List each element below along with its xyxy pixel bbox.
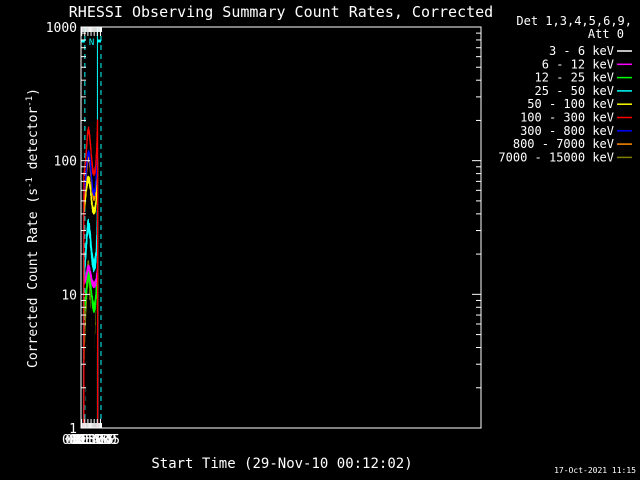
x-tick-label: 01:45 (81, 433, 120, 448)
legend-label: 25 - 50 keV (535, 84, 614, 98)
y-tick-label: 1 (69, 422, 77, 437)
legend-label: 100 - 300 keV (520, 111, 614, 125)
y-axis-label: Corrected Count Rate (s-1 detector-1) (25, 88, 41, 368)
series-line-3 (83, 210, 99, 428)
chart-title: RHESSI Observing Summary Count Rates, Co… (69, 3, 493, 21)
series-line-1 (83, 264, 99, 428)
y-axis-label-mid: detector (26, 107, 41, 178)
series-line-6 (83, 145, 99, 428)
footer-timestamp: 17-Oct-2021 11:15 (554, 466, 636, 475)
y-tick-label: 100 (54, 155, 77, 170)
x-tick-label: 00:30 (65, 433, 104, 448)
x-axis-label: Start Time (29-Nov-10 00:12:02) (151, 456, 412, 472)
series-line-5 (83, 119, 99, 428)
legend-label: 50 - 100 keV (527, 97, 614, 111)
series-line-2 (83, 271, 99, 428)
y-tick-label: 10 (61, 288, 77, 303)
y-axis-label-sup1: -1 (25, 177, 35, 188)
night-label: N (89, 38, 94, 48)
legend-label: 12 - 25 keV (535, 71, 614, 85)
x-tick-label: 01:30 (78, 433, 117, 448)
y-tick-label: 1000 (46, 21, 77, 36)
x-tick-label: 00:15 (62, 433, 101, 448)
plot-frame (80, 26, 482, 429)
y-axis-label-sup2: -1 (25, 96, 35, 107)
legend-label: 7000 - 15000 keV (498, 150, 614, 164)
x-tick-label: 01:15 (75, 433, 114, 448)
y-axis-ticks: 1 10 100 1000 (46, 21, 481, 437)
x-tick-label: 01:00 (71, 433, 110, 448)
x-tick-label: 00:45 (68, 433, 107, 448)
legend-label: 300 - 800 keV (520, 124, 614, 138)
plot-area: N (80, 26, 482, 429)
y-axis-label-end: ) (26, 88, 41, 96)
legend-label: 800 - 7000 keV (513, 137, 614, 151)
series-line-4 (83, 161, 99, 428)
legend-header-line1: Det 1,3,4,5,6,9, (516, 14, 632, 28)
series-line-0 (83, 294, 99, 428)
legend-label: 3 - 6 keV (549, 44, 614, 58)
legend-header-line2: Att 0 (588, 27, 624, 41)
y-axis-label-main: Corrected Count Rate (s (26, 188, 41, 368)
legend-label: 6 - 12 keV (542, 57, 614, 71)
